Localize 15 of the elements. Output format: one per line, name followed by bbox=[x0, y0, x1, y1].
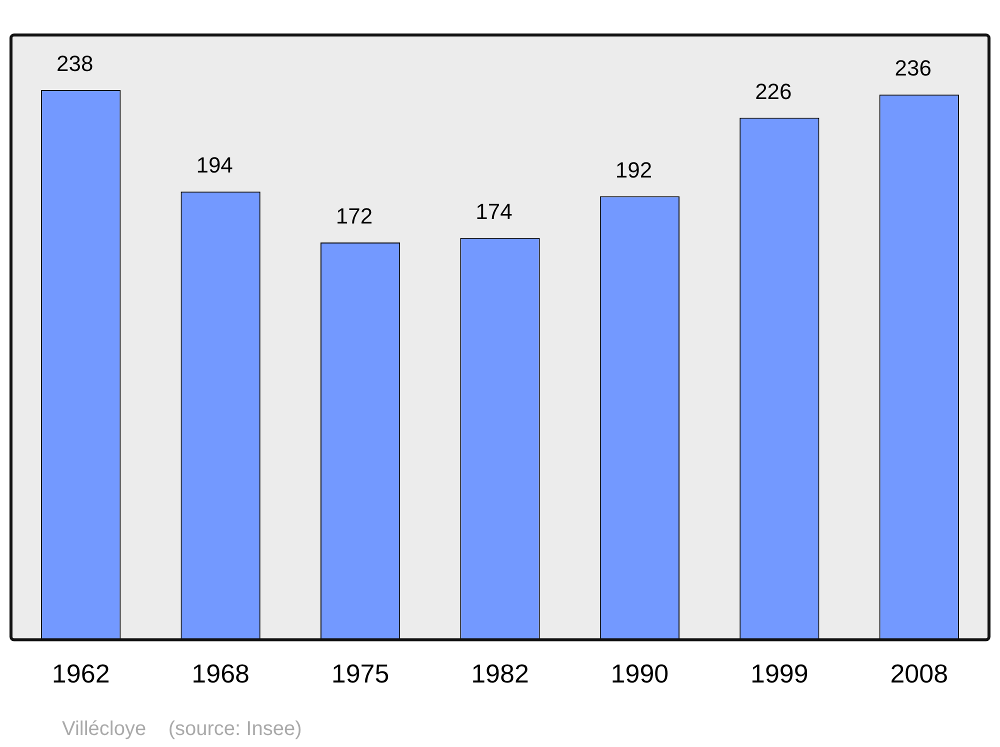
data-label: 174 bbox=[476, 198, 512, 224]
x-tick-label: 1999 bbox=[750, 658, 808, 689]
data-label: 236 bbox=[894, 56, 932, 81]
text: Villécloye (source: Insee) bbox=[62, 718, 302, 741]
x-tick-label: 2008 bbox=[890, 658, 948, 689]
data-label: 194 bbox=[196, 152, 233, 178]
data-label: 238 bbox=[56, 51, 94, 76]
x-tick-label: 1990 bbox=[610, 658, 669, 689]
data-label: 192 bbox=[615, 157, 652, 182]
data-label: 172 bbox=[336, 204, 373, 229]
x-tick-label: 1975 bbox=[331, 658, 390, 689]
data-label: 226 bbox=[755, 78, 792, 104]
x-tick-label: 1962 bbox=[52, 658, 110, 689]
x-tick-label: 1982 bbox=[471, 658, 529, 689]
x-tick-label: 1968 bbox=[192, 658, 250, 689]
